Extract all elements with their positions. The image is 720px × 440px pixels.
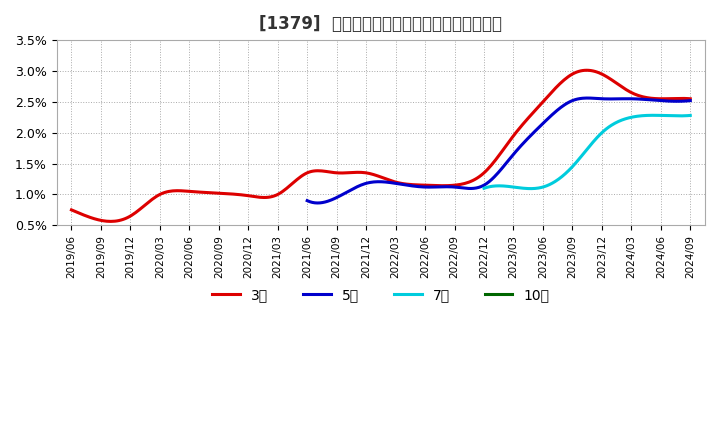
Title: [1379]  当期純利益マージンの標準偏差の推移: [1379] 当期純利益マージンの標準偏差の推移 <box>259 15 503 33</box>
Legend: 3年, 5年, 7年, 10年: 3年, 5年, 7年, 10年 <box>207 282 555 307</box>
